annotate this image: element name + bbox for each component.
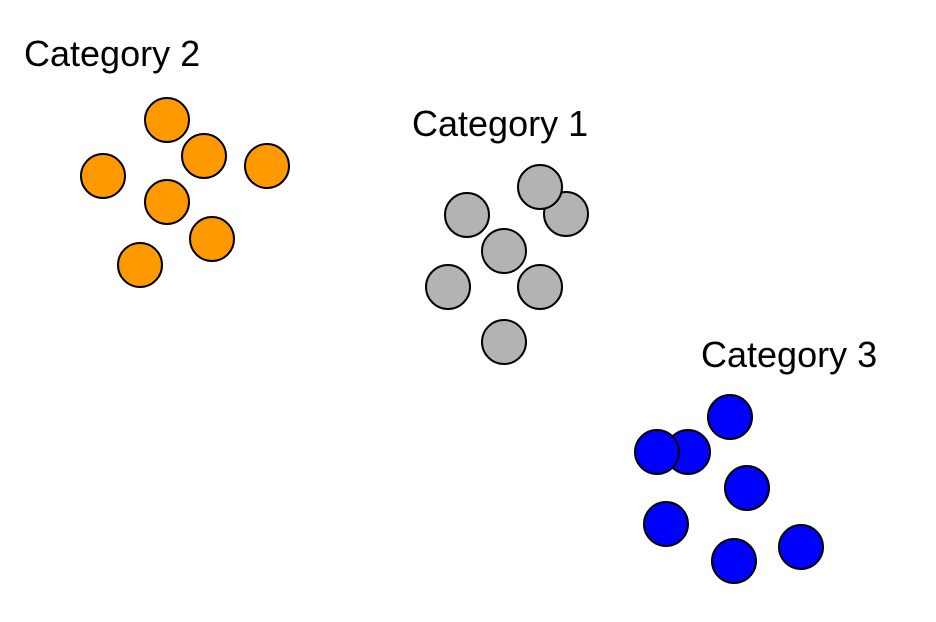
cluster-point (481, 228, 527, 274)
cluster-point (181, 133, 227, 179)
cluster-point (707, 394, 753, 440)
cluster-point (80, 153, 126, 199)
cluster-point (643, 501, 689, 547)
cluster-point (481, 319, 527, 365)
cluster-category-2: Category 2 (24, 33, 290, 288)
cluster-point (144, 179, 190, 225)
cluster-label: Category 3 (701, 334, 877, 375)
cluster-category-3: Category 3 (634, 334, 877, 584)
cluster-point (724, 465, 770, 511)
cluster-point (144, 97, 190, 143)
cluster-point (711, 538, 757, 584)
cluster-point (444, 192, 490, 238)
cluster-label: Category 2 (24, 33, 200, 74)
cluster-point (244, 143, 290, 189)
cluster-point (189, 216, 235, 262)
cluster-point (517, 264, 563, 310)
cluster-label: Category 1 (412, 103, 588, 144)
cluster-point (517, 164, 563, 210)
cluster-category-1: Category 1 (412, 103, 589, 365)
cluster-point (117, 242, 163, 288)
cluster-point (634, 429, 680, 475)
cluster-point (778, 524, 824, 570)
cluster-point (425, 264, 471, 310)
